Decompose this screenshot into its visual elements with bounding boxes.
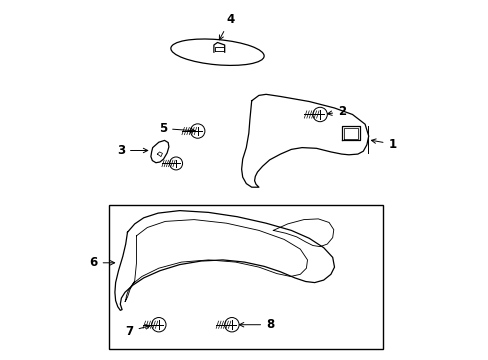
Text: 4: 4 — [219, 13, 234, 40]
Text: 3: 3 — [117, 144, 147, 157]
Text: 8: 8 — [239, 318, 274, 331]
Text: 5: 5 — [159, 122, 195, 135]
Text: 2: 2 — [327, 105, 346, 118]
Text: 7: 7 — [125, 325, 150, 338]
Text: 6: 6 — [89, 256, 114, 269]
Text: 1: 1 — [371, 138, 396, 150]
Bar — [109, 205, 382, 349]
